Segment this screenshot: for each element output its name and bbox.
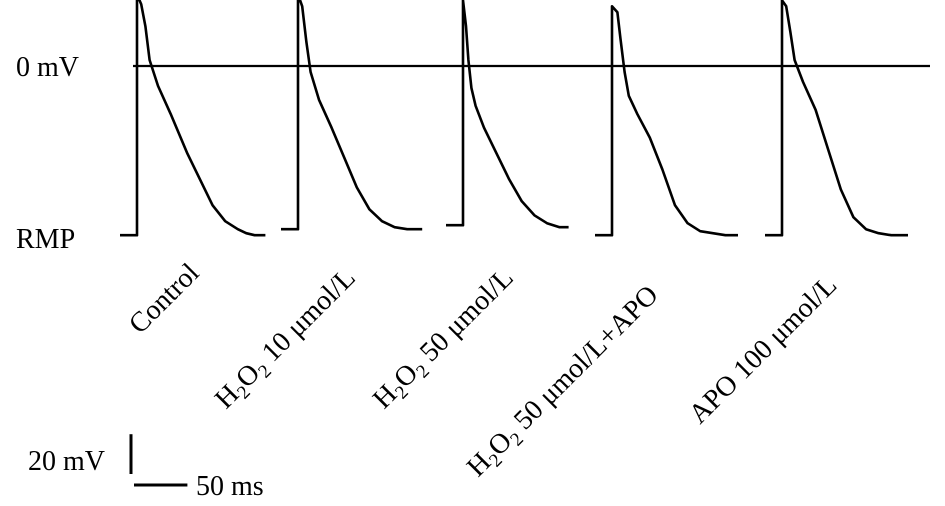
action-potential-trace (120, 0, 266, 237)
time-scale-label: 50 ms (196, 471, 264, 502)
condition-label: APO 100 μmol/L (683, 270, 843, 430)
voltage-scale-label: 20 mV (28, 446, 105, 477)
action-potential-trace (765, 0, 908, 237)
scale-bar: 20 mV 50 ms (28, 434, 264, 502)
condition-label: Control (123, 257, 206, 340)
action-potential-trace (595, 5, 738, 237)
condition-label: H2O2 10 μmol/L (209, 262, 365, 418)
rmp-label: RMP (16, 224, 75, 255)
action-potential-trace (281, 0, 423, 231)
action-potential-trace (446, 0, 569, 229)
action-potential-traces (120, 0, 908, 237)
condition-label: H2O2 50 μmol/L (367, 262, 523, 418)
zero-mv-label: 0 mV (16, 52, 79, 83)
